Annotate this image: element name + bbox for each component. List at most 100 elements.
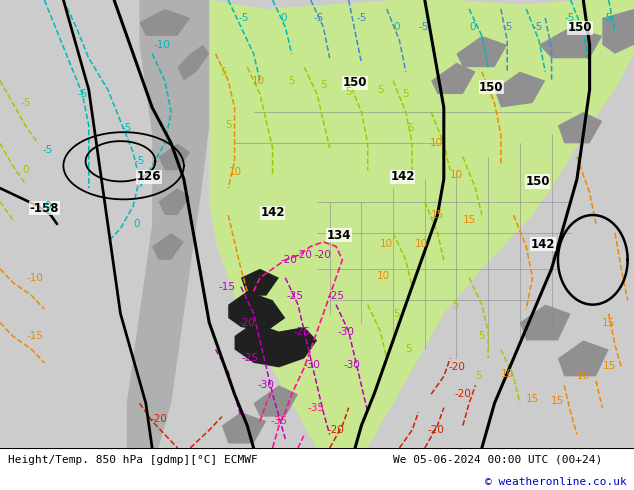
Text: -5: -5	[533, 22, 543, 32]
Text: -5: -5	[314, 13, 324, 23]
Text: 5: 5	[452, 300, 458, 310]
Text: -25: -25	[242, 353, 259, 364]
Text: -20: -20	[328, 425, 344, 435]
Text: -20: -20	[239, 318, 256, 327]
Text: 5: 5	[225, 121, 231, 130]
Text: 5: 5	[346, 87, 352, 97]
Text: -5: -5	[502, 22, 512, 32]
Text: 5: 5	[408, 122, 414, 133]
Polygon shape	[178, 45, 209, 81]
Text: 0: 0	[22, 165, 29, 175]
Polygon shape	[558, 341, 609, 376]
Text: 10: 10	[230, 168, 242, 177]
Text: 150: 150	[526, 175, 550, 188]
Polygon shape	[127, 0, 209, 448]
Text: -30: -30	[344, 360, 360, 370]
Text: 15: 15	[602, 318, 615, 327]
Text: 5: 5	[406, 344, 412, 354]
Text: We 05-06-2024 00:00 UTC (00+24): We 05-06-2024 00:00 UTC (00+24)	[393, 455, 602, 465]
Text: -5: -5	[20, 98, 30, 108]
Polygon shape	[222, 412, 266, 443]
Polygon shape	[602, 9, 634, 54]
Text: -25: -25	[328, 291, 344, 301]
Text: 134: 134	[327, 229, 351, 242]
Text: -20: -20	[455, 389, 471, 399]
Polygon shape	[228, 291, 285, 332]
Text: 15: 15	[526, 394, 539, 404]
Text: -5: -5	[77, 89, 87, 99]
Polygon shape	[431, 63, 476, 94]
Text: 5: 5	[320, 80, 327, 90]
Text: 5: 5	[479, 331, 485, 341]
Text: 150: 150	[479, 81, 503, 94]
Text: -20: -20	[315, 250, 332, 260]
Text: -20: -20	[448, 363, 465, 372]
Text: -30: -30	[304, 360, 320, 370]
Text: 0: 0	[44, 201, 51, 211]
Text: -35: -35	[307, 403, 324, 413]
Text: -5: -5	[356, 13, 366, 23]
Polygon shape	[235, 322, 317, 368]
Text: 142: 142	[261, 206, 285, 220]
Text: 15: 15	[431, 210, 444, 220]
Text: -10: -10	[153, 40, 170, 50]
Polygon shape	[158, 144, 190, 170]
Text: -5: -5	[239, 13, 249, 23]
Text: -5: -5	[418, 22, 429, 32]
Text: 15: 15	[463, 215, 476, 224]
Text: 15: 15	[604, 362, 616, 371]
Text: -5: -5	[42, 145, 53, 155]
Text: 5: 5	[377, 85, 384, 95]
Text: -5: -5	[602, 13, 612, 23]
Text: -20: -20	[281, 255, 297, 265]
Polygon shape	[158, 188, 190, 215]
Text: 10: 10	[380, 239, 393, 249]
Text: 0: 0	[133, 219, 139, 229]
Text: -25: -25	[287, 291, 303, 301]
Text: -35: -35	[271, 416, 287, 426]
Text: 150: 150	[568, 21, 592, 34]
Text: 10: 10	[415, 239, 428, 249]
Text: 5: 5	[288, 75, 295, 86]
Text: -5: -5	[122, 122, 132, 133]
Polygon shape	[254, 385, 298, 416]
Text: 10: 10	[252, 75, 265, 86]
Text: -15: -15	[219, 282, 235, 292]
Text: 5: 5	[476, 371, 482, 381]
Text: 126: 126	[137, 171, 161, 183]
Text: -10: -10	[27, 273, 43, 283]
Text: 0: 0	[469, 22, 476, 32]
Polygon shape	[539, 27, 602, 58]
Text: 142: 142	[391, 171, 415, 183]
Text: 5: 5	[220, 67, 226, 76]
Text: 150: 150	[343, 76, 367, 89]
Text: Height/Temp. 850 hPa [gdmp][°C] ECMWF: Height/Temp. 850 hPa [gdmp][°C] ECMWF	[8, 455, 257, 465]
Text: -30: -30	[337, 326, 354, 337]
Text: 0: 0	[281, 13, 287, 23]
Polygon shape	[456, 36, 507, 67]
Text: 10: 10	[450, 170, 463, 180]
Text: 142: 142	[531, 238, 555, 251]
Text: 15: 15	[552, 396, 564, 406]
Text: -15: -15	[27, 331, 43, 341]
Polygon shape	[558, 112, 602, 144]
Text: 5: 5	[393, 309, 399, 318]
Text: -158: -158	[30, 202, 59, 215]
Text: -20: -20	[150, 414, 167, 424]
Polygon shape	[152, 233, 184, 260]
Text: -20: -20	[428, 425, 444, 435]
Text: -5: -5	[134, 156, 145, 166]
Polygon shape	[139, 9, 190, 36]
Polygon shape	[209, 0, 634, 448]
Text: 10: 10	[577, 371, 590, 381]
Polygon shape	[495, 72, 545, 107]
Text: -20: -20	[296, 250, 313, 260]
Text: © weatheronline.co.uk: © weatheronline.co.uk	[484, 477, 626, 487]
Text: -30: -30	[258, 380, 275, 390]
Text: 10: 10	[430, 138, 443, 148]
Text: -5: -5	[564, 13, 574, 23]
Text: 0: 0	[393, 22, 399, 32]
Text: 10: 10	[377, 270, 390, 280]
Text: 10: 10	[501, 369, 514, 379]
Polygon shape	[520, 305, 571, 341]
